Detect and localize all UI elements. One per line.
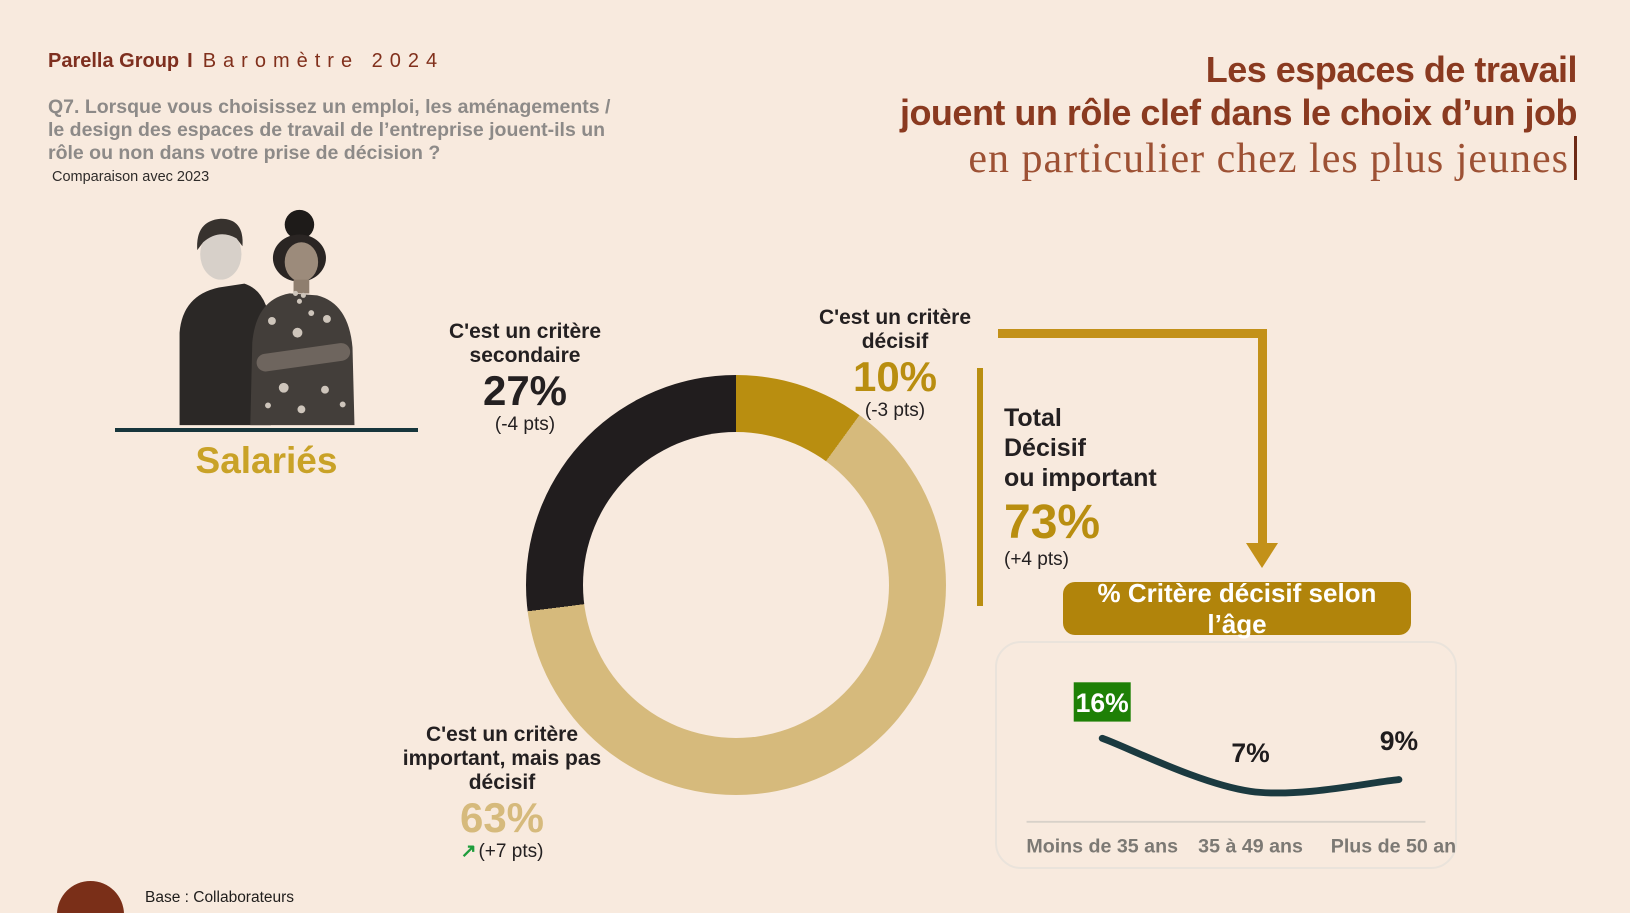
- age-point-label: 9%: [1380, 726, 1418, 756]
- donut-hole: [583, 432, 889, 738]
- brand-name: Parella Group: [48, 50, 180, 72]
- highlight-box: [1073, 682, 1131, 722]
- photo-salaries: [179, 209, 355, 426]
- arrow-down-icon: [1246, 543, 1278, 568]
- text-cursor: [1574, 136, 1577, 180]
- total-block: Total Décisif ou important 73% (+4 pts): [1004, 403, 1157, 571]
- segment-value: 10%: [852, 353, 938, 400]
- question-line: le design des espaces de travail de l’en…: [48, 119, 606, 141]
- age-line: [1098, 734, 1403, 797]
- title-subtitle: en particulier chez les plus jeunes: [900, 134, 1577, 184]
- age-category-label: Moins de 35 ans: [1026, 835, 1178, 857]
- age-line-chart-card: 16% 7% 9% Moins de 35 ans 35 à 49 ans Plus de…: [995, 641, 1457, 869]
- age-category-label: Plus de 50 ans: [1331, 835, 1455, 857]
- comparison-note: Comparaison avec 2023: [52, 169, 210, 185]
- total-value: 73%: [1004, 496, 1101, 549]
- age-point-label: 7%: [1231, 738, 1269, 768]
- segment-value: 63%: [459, 794, 545, 841]
- title-line-2: jouent un rôle clef dans le choix d’un j…: [899, 92, 1578, 133]
- age-point-label: 16%: [1076, 688, 1129, 718]
- title-line-1: Les espaces de travail: [1205, 49, 1578, 90]
- brand-edition: Baromètre 2024: [202, 50, 445, 72]
- question-line: rôle ou non dans votre prise de décision…: [48, 142, 441, 164]
- base-label: Base : Collaborateurs: [145, 889, 295, 906]
- question-text: Q7. Lorsque vous choisissez un emploi, l…: [48, 96, 610, 165]
- segment-delta-text: (+7 pts): [478, 841, 544, 862]
- flow-arrow-vertical: [1258, 329, 1267, 543]
- segment-delta: (-4 pts): [494, 414, 556, 435]
- donut-label-important: C'est un critère important, mais pas déc…: [402, 723, 602, 863]
- total-label-line: Total: [1004, 404, 1062, 432]
- trend-up-icon: ↗: [460, 841, 477, 862]
- segment-label: C'est un critère secondaire: [448, 320, 602, 367]
- question-line: Q7. Lorsque vous choisissez un emploi, l…: [48, 96, 611, 118]
- brand: Parella Group I Baromètre 2024: [48, 50, 444, 73]
- brand-separator: I: [187, 50, 193, 72]
- total-label-line: ou important: [1004, 464, 1157, 492]
- donut-label-decisif: C'est un critère décisif 10% (-3 pts): [795, 306, 995, 422]
- segment-value: 27%: [482, 367, 568, 414]
- total-delta: (+4 pts): [1004, 549, 1069, 570]
- segment-delta: ↗ (+7 pts): [402, 841, 602, 863]
- page-title: Les espaces de travail jouent un rôle cl…: [899, 48, 1578, 184]
- audience-label: Salariés: [195, 440, 338, 481]
- segment-label: C'est un critère important, mais pas déc…: [402, 723, 602, 794]
- photo-underline: [115, 428, 418, 432]
- flow-arrow-horizontal: [998, 329, 1267, 338]
- age-category-label: 35 à 49 ans: [1198, 835, 1303, 857]
- segment-delta: (-3 pts): [864, 400, 926, 421]
- decorative-circle: [57, 881, 124, 913]
- subtitle-text: en particulier chez les plus jeunes: [968, 136, 1569, 182]
- segment-label: C'est un critère décisif: [818, 306, 972, 353]
- age-line-chart: 16% 7% 9% Moins de 35 ans 35 à 49 ans Plus de…: [1026, 682, 1455, 857]
- age-criteria-button[interactable]: % Critère décisif selon l’âge: [1063, 578, 1411, 639]
- total-label-line: Décisif: [1004, 434, 1086, 462]
- total-divider-rule: [977, 368, 983, 606]
- donut-label-secondaire: C'est un critère secondaire 27% (-4 pts): [425, 320, 625, 436]
